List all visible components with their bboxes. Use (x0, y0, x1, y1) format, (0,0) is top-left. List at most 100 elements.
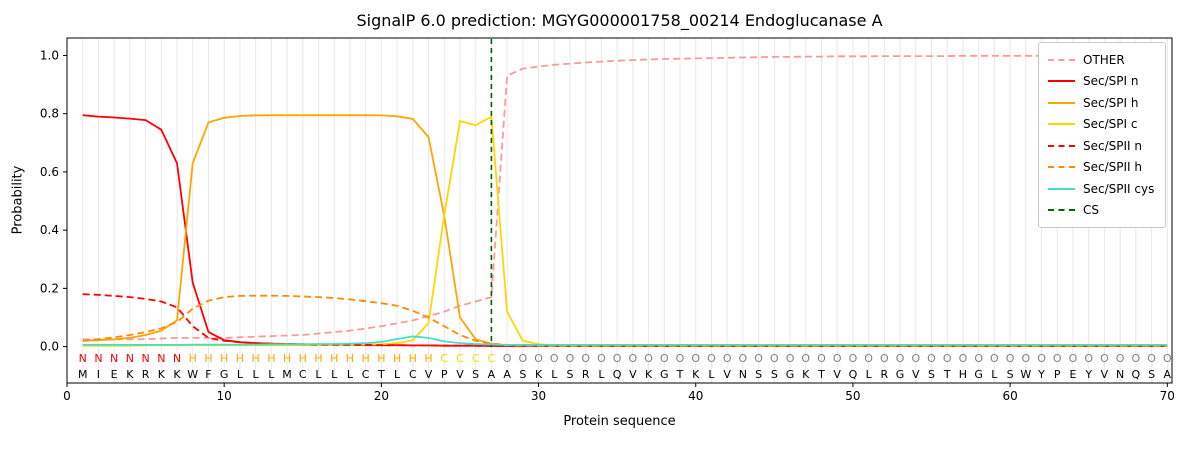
region-annotation-letter: N (173, 352, 181, 365)
y-tick-label: 0.6 (40, 165, 59, 179)
region-annotation-letter: H (299, 352, 307, 365)
region-annotation-letter: O (676, 352, 685, 365)
sequence-letter: S (472, 368, 479, 381)
sequence-letter: K (173, 368, 181, 381)
legend-entry: Sec/SPI h (1048, 92, 1154, 114)
region-annotation-letter: N (141, 352, 149, 365)
region-annotation-letter: H (251, 352, 259, 365)
sequence-letter: S (519, 368, 526, 381)
sequence-letter: Q (613, 368, 622, 381)
chart-title: SignalP 6.0 prediction: MGYG000001758_00… (356, 11, 883, 30)
sequence-letter: L (268, 368, 275, 381)
region-annotation-letter: H (377, 352, 385, 365)
sequence-letter: Q (849, 368, 858, 381)
region-annotation-letter: O (723, 352, 732, 365)
sequence-letter: T (676, 368, 684, 381)
sequence-letter: W (187, 368, 198, 381)
sequence-letter: C (409, 368, 417, 381)
region-annotation-letter: O (959, 352, 968, 365)
sequence-letter: Y (1037, 368, 1045, 381)
region-annotation-letter: O (1100, 352, 1109, 365)
region-annotation-letter: H (424, 352, 432, 365)
sequence-letter: V (456, 368, 464, 381)
legend-label: Sec/SPII h (1083, 160, 1142, 175)
x-tick-label: 20 (374, 389, 389, 403)
sequence-letter: L (253, 368, 260, 381)
region-annotation-letter: O (1006, 352, 1015, 365)
sequence-letter: R (881, 368, 889, 381)
region-annotation-letter: H (220, 352, 228, 365)
region-annotation-letter: O (833, 352, 842, 365)
sequence-letter: S (771, 368, 778, 381)
legend-label: Sec/SPI h (1083, 95, 1139, 110)
legend-line-sample (1048, 80, 1075, 83)
region-annotation-letter: O (801, 352, 810, 365)
region-annotation-letter: O (1053, 352, 1062, 365)
region-annotation-letter: O (613, 352, 622, 365)
region-annotation-letter: O (1132, 352, 1141, 365)
sequence-letter: A (488, 368, 496, 381)
region-annotation-letter: H (314, 352, 322, 365)
sequence-letter: M (78, 368, 88, 381)
region-annotation-letter: O (534, 352, 543, 365)
region-annotation-letter: H (330, 352, 338, 365)
x-tick-label: 60 (1002, 389, 1017, 403)
legend-entry: OTHER (1048, 49, 1154, 71)
series-line-sec-spi-n (82, 114, 1168, 347)
sequence-letter: Q (1132, 368, 1141, 381)
sequence-letter: L (315, 368, 322, 381)
series-line-sec-spii-h (82, 294, 1168, 347)
region-annotation-letter: O (597, 352, 606, 365)
sequence-letter: G (786, 368, 795, 381)
region-annotation-letter: O (896, 352, 905, 365)
region-annotation-letter: O (550, 352, 559, 365)
sequence-letter: G (896, 368, 905, 381)
region-annotation-letter: C (472, 352, 480, 365)
sequence-letter: C (362, 368, 370, 381)
region-annotation-letter: O (707, 352, 716, 365)
legend-label: Sec/SPII n (1083, 138, 1142, 153)
legend-line-sample (1048, 209, 1075, 212)
legend-label: Sec/SPI n (1083, 74, 1139, 89)
sequence-letter: S (928, 368, 935, 381)
legend-line-sample (1048, 166, 1075, 169)
sequence-letter: L (598, 368, 605, 381)
sequence-letter: I (97, 368, 100, 381)
y-axis-label: Probability (10, 165, 26, 235)
sequence-letter: S (1007, 368, 1014, 381)
sequence-letter: L (991, 368, 998, 381)
region-annotation-letter: O (629, 352, 638, 365)
region-annotation-letter: O (644, 352, 653, 365)
region-annotation-letter: O (660, 352, 669, 365)
legend-line-sample (1048, 58, 1075, 61)
sequence-letter: T (943, 368, 951, 381)
series-line-sec-spi-h (82, 114, 1168, 347)
plot-frame (66, 37, 1173, 384)
x-tick-label: 30 (531, 389, 546, 403)
region-annotation-letter: O (786, 352, 795, 365)
sequence-letter: K (692, 368, 700, 381)
sequence-letter: K (126, 368, 134, 381)
sequence-letter: R (582, 368, 590, 381)
region-annotation-letter: O (754, 352, 763, 365)
y-tick-label: 0.2 (40, 281, 59, 295)
region-annotation-letter: O (739, 352, 748, 365)
legend-entry: CS (1048, 200, 1154, 222)
sequence-letter: V (425, 368, 433, 381)
region-annotation-letter: O (1021, 352, 1030, 365)
legend-label: CS (1083, 203, 1099, 218)
region-annotation-letter: O (1116, 352, 1125, 365)
sequence-letter: A (503, 368, 511, 381)
region-annotation-letter: N (79, 352, 87, 365)
region-annotation-letter: H (283, 352, 291, 365)
region-annotation-letter: O (518, 352, 527, 365)
sequence-letter: M (282, 368, 292, 381)
x-tick-label: 70 (1160, 389, 1175, 403)
region-annotation-letter: O (503, 352, 512, 365)
x-tick-label: 50 (845, 389, 860, 403)
legend-line-sample (1048, 187, 1075, 190)
sequence-letter: C (299, 368, 307, 381)
sequence-letter: L (394, 368, 401, 381)
